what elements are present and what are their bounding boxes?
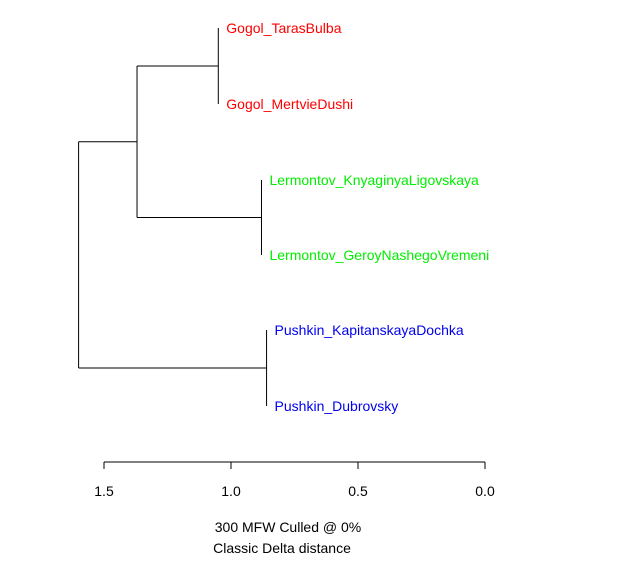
leaf-label: Gogol_MertvieDushi xyxy=(226,96,353,112)
x-tick-label: 0.0 xyxy=(475,483,495,499)
leaf-label: Lermontov_KnyaginyaLigovskaya xyxy=(269,172,479,188)
leaf-labels: Gogol_TarasBulba Gogol_MertvieDushi Lermon… xyxy=(226,20,489,414)
x-axis-label: 300 MFW Culled @ 0% xyxy=(215,519,361,535)
x-tick-label: 0.5 xyxy=(348,483,368,499)
x-tick-label: 1.5 xyxy=(94,483,114,499)
leaf-label: Pushkin_Dubrovsky xyxy=(275,398,399,414)
x-axis: 1.5 1.0 0.5 0.0 xyxy=(94,461,495,499)
leaf-label: Lermontov_GeroyNashegoVremeni xyxy=(269,247,489,263)
x-tick-label: 1.0 xyxy=(221,483,241,499)
leaf-label: Gogol_TarasBulba xyxy=(226,20,341,36)
dendrogram-branches xyxy=(78,28,268,406)
leaf-label: Pushkin_KapitanskayaDochka xyxy=(275,322,464,338)
x-axis-sublabel: Classic Delta distance xyxy=(213,540,351,556)
